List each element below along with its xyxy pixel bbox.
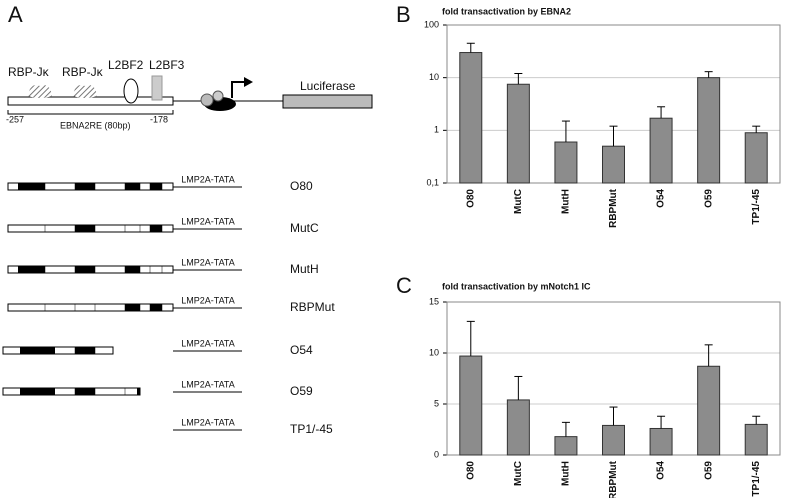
x-tick-label: O80 bbox=[465, 189, 476, 208]
bar bbox=[697, 365, 721, 456]
label: L2BF3 bbox=[149, 58, 185, 72]
label: -257 bbox=[6, 114, 24, 124]
bar bbox=[602, 424, 625, 456]
promoter-label: LMP2A-TATA bbox=[181, 379, 235, 389]
black-segment bbox=[75, 388, 95, 395]
construct-name: TP1/-45 bbox=[290, 422, 333, 436]
bar bbox=[744, 423, 768, 456]
panel-letter: A bbox=[8, 2, 23, 27]
black-segment bbox=[150, 183, 162, 190]
rbp-site bbox=[73, 85, 97, 98]
label: Luciferase bbox=[300, 79, 356, 93]
l2bf2-site bbox=[123, 78, 139, 104]
bar bbox=[459, 52, 483, 184]
panel-letter: B bbox=[396, 2, 411, 27]
promoter-label: LMP2A-TATA bbox=[181, 417, 235, 427]
label: -178 bbox=[150, 114, 168, 124]
x-tick-label: O80 bbox=[465, 461, 476, 480]
x-tick-label: TP1/-45 bbox=[751, 461, 762, 497]
label: RBP-Jκ bbox=[62, 65, 104, 79]
chart-title: fold transactivation by EBNA2 bbox=[442, 6, 571, 16]
x-tick-label: MutH bbox=[561, 461, 572, 486]
construct-name: O59 bbox=[290, 384, 313, 398]
promoter-label: LMP2A-TATA bbox=[181, 295, 235, 305]
black-segment bbox=[150, 225, 162, 232]
y-tick-label: 100 bbox=[424, 19, 439, 29]
black-segment bbox=[125, 266, 140, 273]
promoter-label: LMP2A-TATA bbox=[181, 174, 235, 184]
bar bbox=[506, 399, 530, 456]
factor bbox=[212, 90, 224, 102]
x-tick-label: O59 bbox=[703, 461, 714, 480]
x-tick-label: O59 bbox=[703, 189, 714, 208]
x-tick-label: MutC bbox=[513, 461, 524, 486]
promoter-label: LMP2A-TATA bbox=[181, 338, 235, 348]
x-tick-label: RBPMut bbox=[608, 188, 619, 228]
black-segment bbox=[75, 225, 95, 232]
black-segment bbox=[20, 347, 55, 354]
x-tick-label: MutC bbox=[513, 189, 524, 214]
x-tick-label: O54 bbox=[656, 189, 667, 208]
panel-letter: C bbox=[396, 273, 412, 298]
x-tick-label: TP1/-45 bbox=[751, 189, 762, 225]
construct-name: O54 bbox=[290, 343, 313, 357]
y-tick-label: 1 bbox=[434, 125, 439, 135]
promoter-label: LMP2A-TATA bbox=[181, 216, 235, 226]
x-tick-label: MutH bbox=[561, 189, 572, 214]
black-segment bbox=[75, 183, 95, 190]
l2bf3-site bbox=[151, 75, 163, 101]
construct-box bbox=[7, 303, 174, 312]
y-tick-label: 10 bbox=[429, 72, 439, 82]
black-segment bbox=[20, 388, 55, 395]
black-segment bbox=[150, 304, 162, 311]
bracket bbox=[7, 110, 174, 115]
black-segment bbox=[75, 266, 95, 273]
label: EBNA2RE (80bp) bbox=[60, 120, 131, 130]
construct-box bbox=[2, 346, 114, 355]
x-tick-label: O54 bbox=[656, 461, 667, 480]
start-arrow bbox=[244, 77, 253, 87]
label: RBP-Jκ bbox=[8, 65, 50, 79]
y-tick-label: 0,1 bbox=[426, 177, 439, 187]
start-arrow bbox=[231, 81, 244, 98]
construct-name: MutC bbox=[290, 221, 319, 235]
bar bbox=[506, 83, 530, 184]
label: L2BF2 bbox=[108, 58, 144, 72]
black-segment bbox=[125, 304, 140, 311]
construct-name: O80 bbox=[290, 179, 313, 193]
bar bbox=[649, 427, 673, 456]
x-tick-label: RBPMut bbox=[608, 460, 619, 498]
y-tick-label: 15 bbox=[429, 296, 439, 306]
bar bbox=[554, 436, 578, 456]
black-segment bbox=[18, 183, 45, 190]
bar bbox=[459, 355, 483, 456]
black-segment bbox=[18, 266, 45, 273]
bar bbox=[744, 132, 768, 184]
y-tick-label: 0 bbox=[434, 449, 439, 459]
y-tick-label: 5 bbox=[434, 398, 439, 408]
factor bbox=[200, 93, 214, 107]
reporter-diagram: RBP-Jκ RBP-Jκ L2BF2 L2BF3 Luciferase -25… bbox=[6, 58, 373, 130]
black-segment bbox=[125, 183, 140, 190]
y-tick-label: 10 bbox=[429, 347, 439, 357]
bar bbox=[602, 145, 625, 184]
promoter-label: LMP2A-TATA bbox=[181, 257, 235, 267]
construct-name: MutH bbox=[290, 262, 319, 276]
rbp-site bbox=[28, 85, 52, 98]
bar bbox=[554, 141, 578, 184]
black-segment bbox=[75, 347, 95, 354]
bar bbox=[697, 77, 721, 184]
chart-title: fold transactivation by mNotch1 IC bbox=[442, 281, 591, 291]
bar bbox=[649, 117, 673, 184]
luciferase-box bbox=[282, 94, 373, 109]
construct-name: RBPMut bbox=[290, 300, 335, 314]
element-box bbox=[7, 96, 174, 106]
black-segment bbox=[137, 388, 140, 395]
